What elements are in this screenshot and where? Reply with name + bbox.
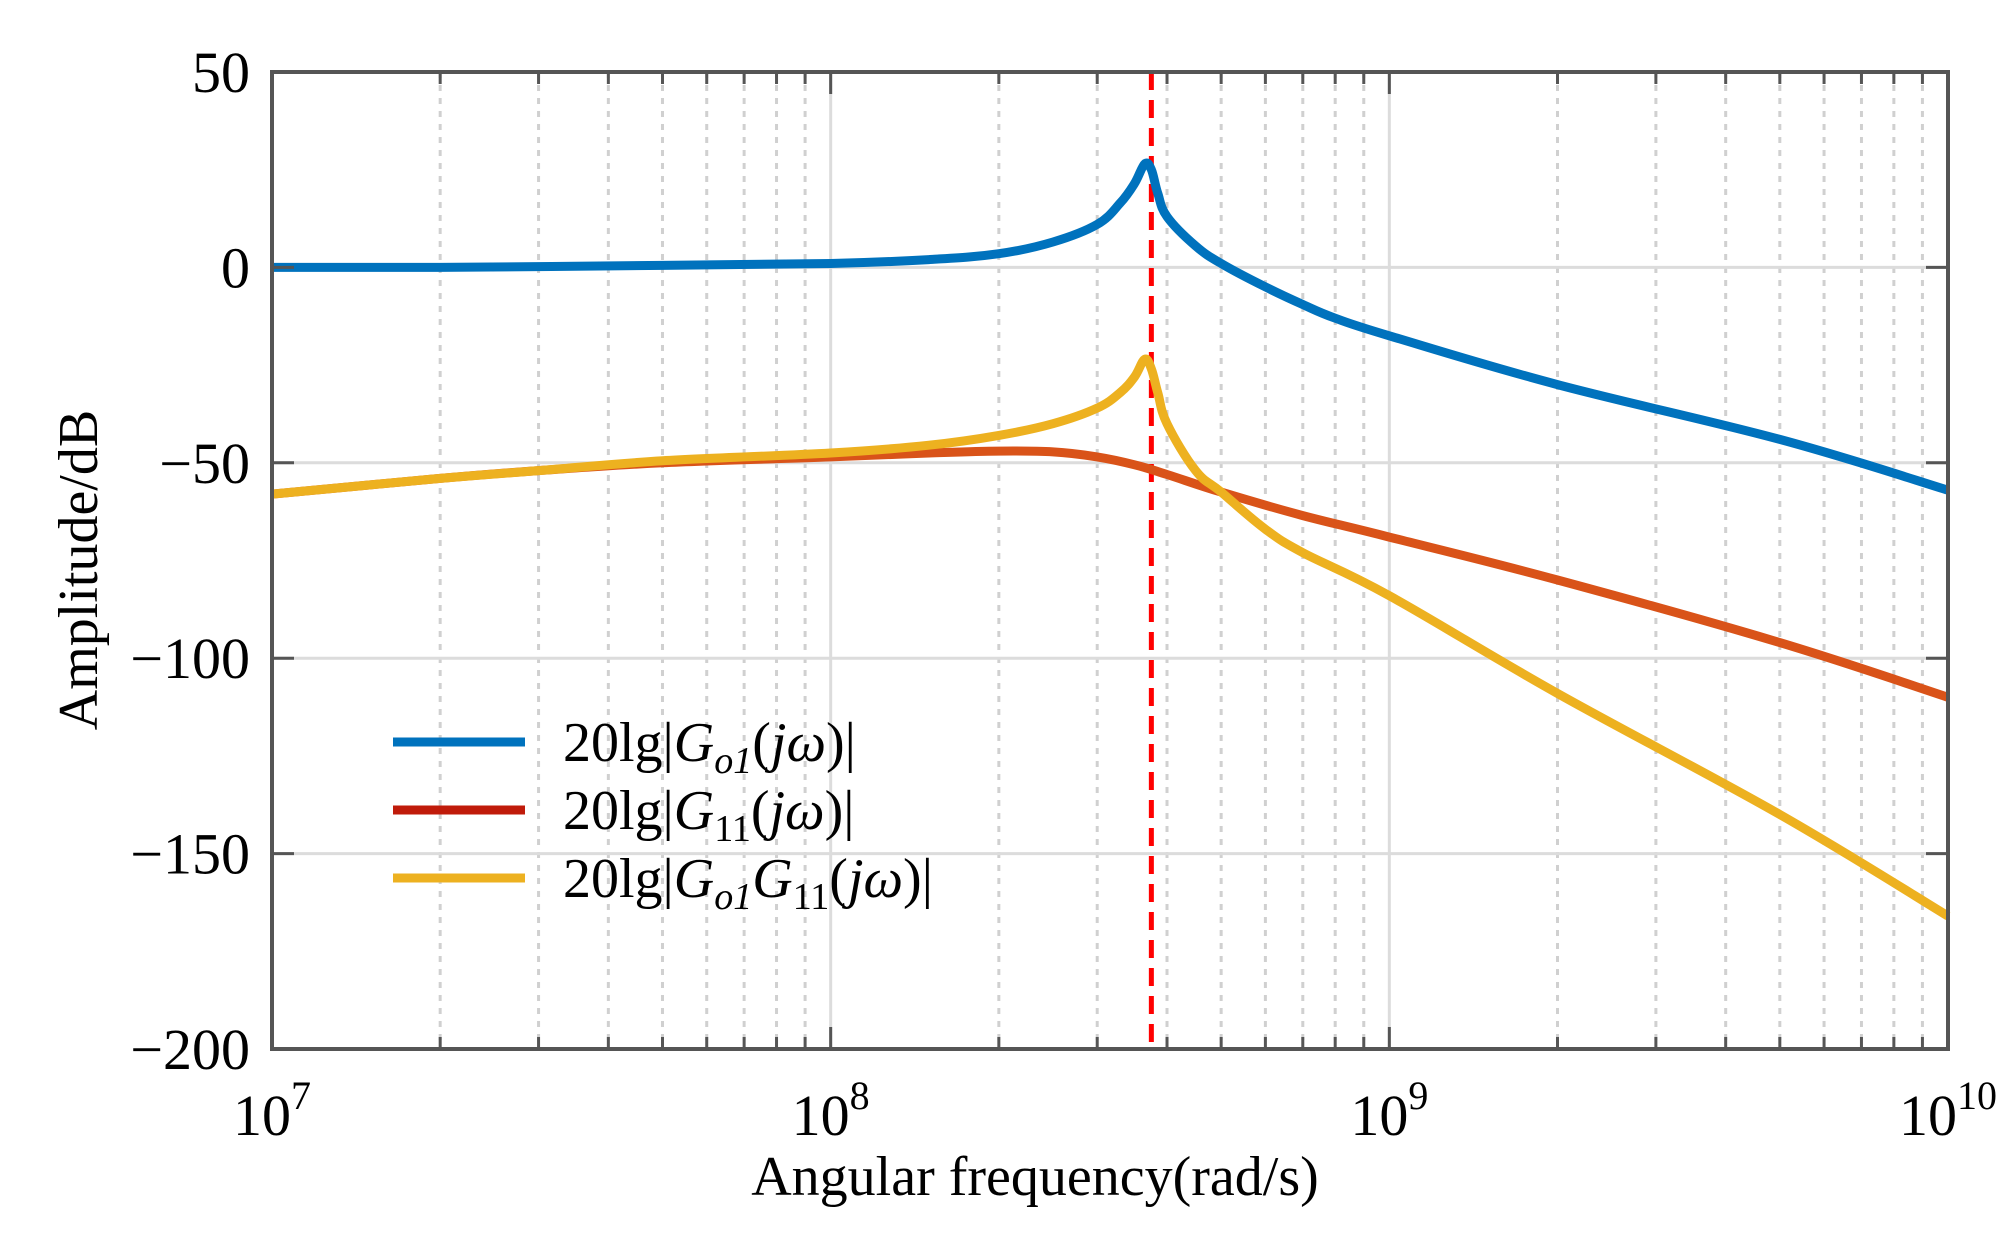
y-tick-label: −100 <box>130 626 250 691</box>
x-tick-label: 1010 <box>1899 1073 1997 1148</box>
y-tick-labels: 50 0 −50 −100 −150 −200 <box>130 40 250 1082</box>
y-tick-label: −50 <box>159 431 250 496</box>
y-tick-label: −200 <box>130 1017 250 1082</box>
legend: 20lg|Go1(jω)|20lg|G11(jω)|20lg|Go1G11(jω… <box>393 712 933 918</box>
series-line-1 <box>271 158 1950 495</box>
legend-label-2: 20lg|G11(jω)| <box>563 780 854 850</box>
x-tick-label: 108 <box>792 1073 870 1148</box>
y-axis-title: Amplitude/dB <box>48 410 110 730</box>
series-line-3 <box>271 354 1951 920</box>
x-tick-label: 109 <box>1350 1073 1428 1148</box>
x-tick-labels: 107 108 109 1010 <box>233 1073 1997 1148</box>
x-axis-title: Angular frequency(rad/s) <box>751 1146 1319 1208</box>
series-lines <box>271 158 1951 920</box>
y-tick-label: −150 <box>130 822 250 887</box>
legend-label-1: 20lg|Go1(jω)| <box>563 712 856 782</box>
x-tick-label: 107 <box>233 1073 311 1148</box>
y-tick-label: 0 <box>221 235 250 300</box>
y-tick-label: 50 <box>192 40 250 105</box>
plot-frame <box>270 70 1950 1051</box>
axis-ticks <box>270 70 1950 1051</box>
plot-border <box>270 70 1950 1051</box>
legend-label-3: 20lg|Go1G11(jω)| <box>563 848 933 918</box>
